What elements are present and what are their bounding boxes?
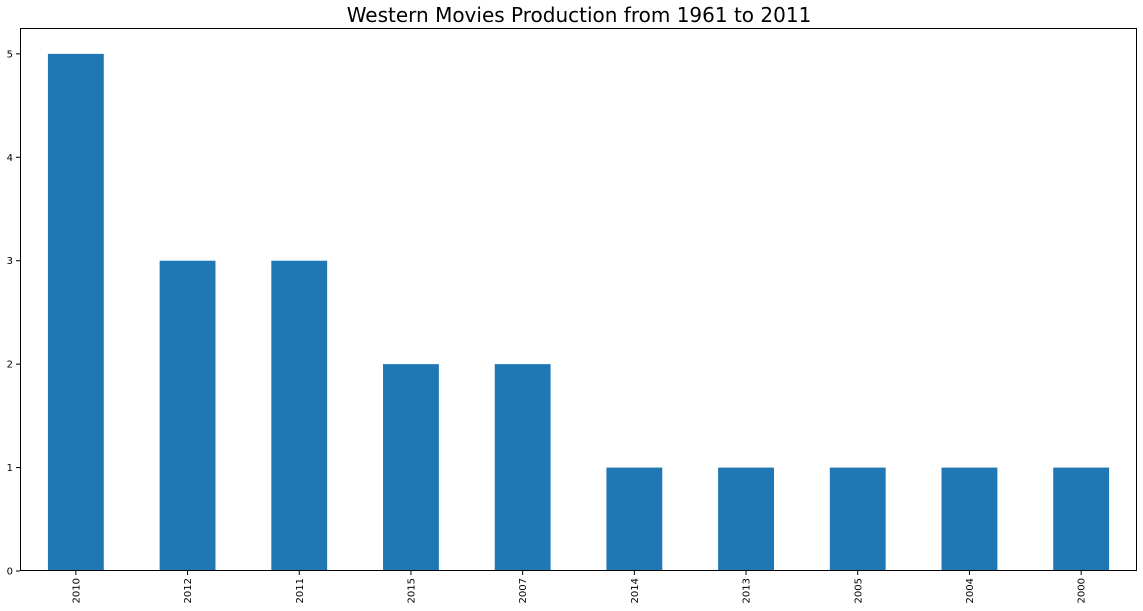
bar-2014 — [606, 467, 663, 571]
y-tick-label: 3 — [7, 256, 13, 267]
x-tick-label-2005: 2005 — [853, 578, 864, 603]
y-tick-label: 2 — [7, 360, 13, 371]
bars-layer — [47, 53, 1110, 572]
y-tick-label: 0 — [7, 567, 13, 578]
bar-2005 — [829, 467, 886, 571]
bar-2004 — [941, 467, 998, 571]
bar-2010 — [47, 53, 104, 572]
bar-2013 — [718, 467, 774, 571]
x-tick-label-2014: 2014 — [630, 578, 641, 603]
x-tick-label-2015: 2015 — [406, 578, 417, 603]
y-tick-label: 5 — [7, 49, 13, 60]
x-tick-label-2011: 2011 — [295, 578, 306, 603]
x-tick-label-2000: 2000 — [1077, 578, 1088, 603]
bar-2015 — [383, 364, 439, 571]
bar-2011 — [271, 260, 328, 571]
bar-2012 — [159, 260, 216, 571]
x-tick-label-2010: 2010 — [71, 578, 82, 603]
chart-title: Western Movies Production from 1961 to 2… — [346, 3, 812, 27]
y-tick-label: 4 — [7, 153, 13, 164]
x-tick-label-2007: 2007 — [518, 578, 529, 603]
bar-2007 — [494, 364, 551, 571]
plot-frame — [20, 28, 1137, 571]
x-tick-label-2012: 2012 — [183, 578, 194, 603]
y-tick-label: 1 — [7, 463, 13, 474]
x-tick-label-2013: 2013 — [742, 578, 753, 603]
bar-2000 — [1053, 467, 1110, 571]
y-axis: 0 1 2 3 4 5 — [7, 49, 20, 578]
x-tick-label-2004: 2004 — [965, 578, 976, 603]
x-axis: 2010 2012 2011 2015 2007 2014 2013 2005 2004 2000 — [71, 571, 1088, 603]
